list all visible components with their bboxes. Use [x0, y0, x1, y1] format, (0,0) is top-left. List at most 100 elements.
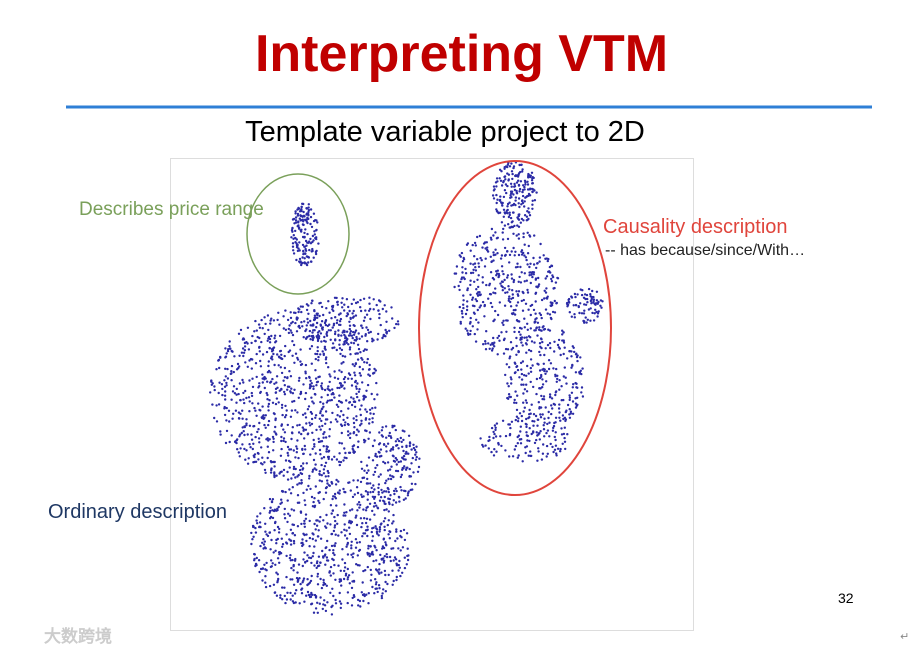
point: [508, 355, 512, 358]
point: [263, 386, 266, 390]
point: [589, 293, 592, 296]
point: [338, 441, 341, 445]
point: [236, 438, 239, 441]
point: [292, 234, 295, 237]
point: [402, 528, 406, 532]
point: [228, 345, 231, 348]
point: [507, 285, 510, 288]
point: [555, 367, 558, 371]
point: [551, 274, 554, 277]
point: [343, 387, 346, 390]
point: [259, 409, 262, 412]
point: [340, 431, 343, 435]
point: [320, 586, 324, 590]
point: [342, 487, 345, 491]
point: [489, 301, 493, 305]
point: [509, 341, 513, 344]
point: [269, 471, 273, 474]
point: [536, 334, 539, 337]
point: [387, 573, 390, 577]
point: [502, 215, 505, 218]
point: [279, 366, 282, 369]
point: [310, 591, 313, 595]
point: [509, 395, 512, 399]
point: [305, 263, 309, 267]
point: [528, 427, 531, 430]
point: [352, 330, 355, 334]
point: [316, 535, 320, 538]
point: [330, 482, 334, 485]
point: [390, 306, 393, 309]
point: [472, 268, 475, 271]
point: [516, 293, 519, 296]
point: [384, 328, 387, 332]
point: [289, 316, 293, 320]
point: [494, 426, 497, 429]
point: [489, 343, 492, 346]
point: [365, 593, 368, 596]
point: [523, 280, 526, 283]
point: [522, 251, 525, 255]
point: [462, 294, 465, 297]
point: [355, 541, 359, 544]
embedding-points: [209, 161, 604, 616]
point: [529, 366, 532, 370]
point: [355, 387, 358, 390]
point: [264, 522, 267, 525]
point: [386, 555, 389, 559]
point: [500, 265, 504, 268]
point: [328, 571, 331, 574]
point: [378, 572, 381, 575]
point: [578, 371, 582, 374]
point: [515, 304, 518, 307]
point: [289, 311, 292, 314]
point: [277, 551, 281, 554]
point: [213, 416, 216, 420]
point: [501, 204, 504, 207]
point: [351, 508, 354, 511]
point: [330, 532, 333, 536]
point: [319, 428, 322, 431]
point: [296, 316, 299, 320]
point: [242, 398, 245, 401]
point: [528, 234, 531, 237]
point: [464, 312, 468, 316]
point: [288, 466, 291, 469]
point: [300, 310, 303, 314]
point: [520, 378, 524, 381]
point: [356, 598, 360, 602]
point: [513, 313, 517, 316]
point: [386, 582, 389, 586]
point: [281, 490, 284, 493]
point: [319, 577, 322, 581]
point: [252, 535, 255, 538]
point: [280, 388, 283, 391]
point: [541, 413, 544, 416]
point: [302, 252, 305, 256]
point: [535, 431, 538, 434]
point: [277, 531, 281, 534]
point: [311, 234, 315, 238]
point: [219, 430, 222, 433]
point: [261, 405, 264, 408]
point: [511, 346, 515, 350]
point: [366, 534, 369, 538]
point: [305, 324, 308, 327]
point: [352, 298, 355, 301]
point: [286, 591, 289, 594]
point: [374, 578, 377, 581]
point: [402, 449, 405, 453]
point: [377, 584, 381, 587]
point: [539, 345, 542, 348]
point: [550, 317, 553, 321]
point: [245, 449, 248, 452]
point: [490, 349, 494, 352]
point: [322, 313, 325, 317]
point: [301, 564, 304, 568]
point: [544, 347, 547, 350]
point: [268, 584, 272, 588]
point: [320, 340, 323, 343]
point: [398, 566, 401, 569]
point: [401, 571, 404, 574]
point: [371, 550, 374, 554]
